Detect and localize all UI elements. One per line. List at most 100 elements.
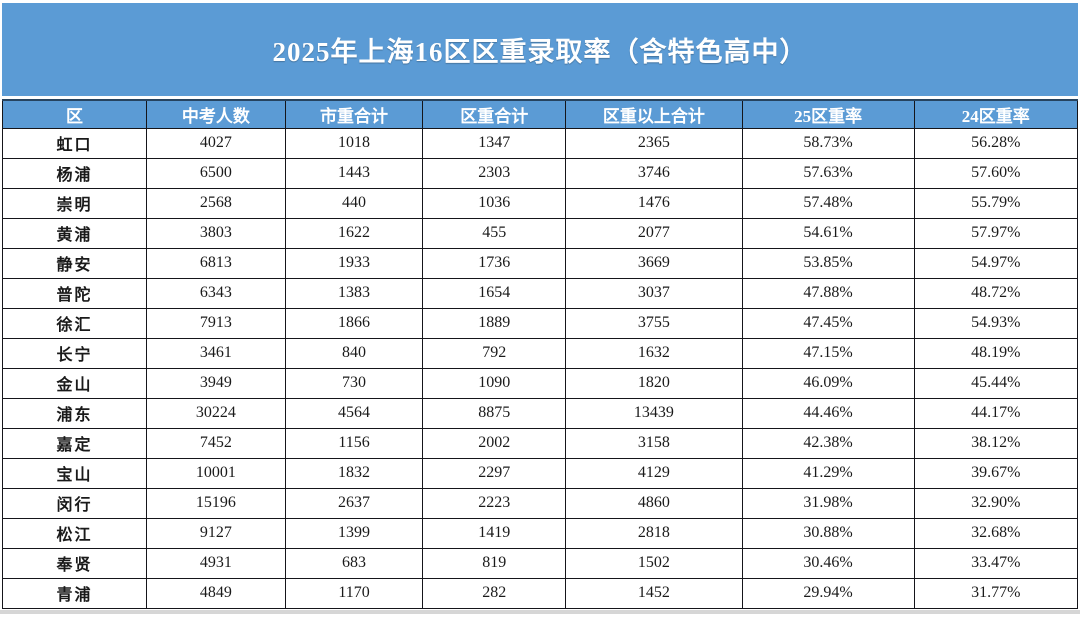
cell-district: 静安 xyxy=(1,247,148,279)
cell-district: 长宁 xyxy=(1,337,148,369)
cell-district: 青浦 xyxy=(1,577,148,609)
table-row: 嘉定 7452 1156 2002 3158 42.38% 38.12% xyxy=(1,427,1079,459)
table-row: 虹口 4027 1018 1347 2365 58.73% 56.28% xyxy=(1,127,1079,159)
cell-district: 闵行 xyxy=(1,487,148,519)
table-row: 徐汇 7913 1866 1889 3755 47.45% 54.93% xyxy=(1,307,1079,339)
cell-exam-count: 3949 xyxy=(146,367,286,399)
cell-rate-2025: 47.15% xyxy=(741,337,915,369)
cell-city-key-total: 730 xyxy=(284,367,424,399)
column-header-district-key-above-total: 区重以上合计 xyxy=(565,99,743,129)
bottom-edge-strip xyxy=(0,609,1080,614)
cell-city-key-total: 1383 xyxy=(284,277,424,309)
cell-district-key-above-total: 3158 xyxy=(565,427,743,459)
cell-exam-count: 30224 xyxy=(146,397,286,429)
cell-city-key-total: 1832 xyxy=(284,457,424,489)
column-header-city-key-total: 市重合计 xyxy=(284,99,424,129)
cell-district: 虹口 xyxy=(1,127,148,159)
cell-rate-2024: 48.19% xyxy=(913,337,1079,369)
cell-district-key-total: 1736 xyxy=(422,247,567,279)
cell-rate-2024: 44.17% xyxy=(913,397,1079,429)
cell-rate-2025: 57.63% xyxy=(741,157,915,189)
cell-district-key-total: 1347 xyxy=(422,127,567,159)
cell-district: 杨浦 xyxy=(1,157,148,189)
cell-city-key-total: 1866 xyxy=(284,307,424,339)
table-row: 静安 6813 1933 1736 3669 53.85% 54.97% xyxy=(1,247,1079,279)
cell-city-key-total: 683 xyxy=(284,547,424,579)
cell-district: 金山 xyxy=(1,367,148,399)
cell-district-key-total: 1036 xyxy=(422,187,567,219)
cell-district-key-above-total: 4860 xyxy=(565,487,743,519)
cell-city-key-total: 1933 xyxy=(284,247,424,279)
cell-rate-2024: 55.79% xyxy=(913,187,1079,219)
cell-exam-count: 4027 xyxy=(146,127,286,159)
table-row: 宝山 10001 1832 2297 4129 41.29% 39.67% xyxy=(1,457,1079,489)
cell-district-key-total: 819 xyxy=(422,547,567,579)
cell-rate-2024: 39.67% xyxy=(913,457,1079,489)
cell-district-key-total: 1654 xyxy=(422,277,567,309)
cell-district-key-above-total: 1476 xyxy=(565,187,743,219)
cell-district-key-above-total: 2818 xyxy=(565,517,743,549)
cell-rate-2024: 38.12% xyxy=(913,427,1079,459)
header-row: 区 中考人数 市重合计 区重合计 区重以上合计 25区重率 24区重率 xyxy=(1,99,1079,129)
cell-rate-2024: 48.72% xyxy=(913,277,1079,309)
cell-district-key-total: 1419 xyxy=(422,517,567,549)
cell-rate-2025: 30.46% xyxy=(741,547,915,579)
cell-district: 奉贤 xyxy=(1,547,148,579)
table-row: 普陀 6343 1383 1654 3037 47.88% 48.72% xyxy=(1,277,1079,309)
cell-rate-2025: 41.29% xyxy=(741,457,915,489)
cell-district-key-above-total: 1820 xyxy=(565,367,743,399)
cell-district: 嘉定 xyxy=(1,427,148,459)
table-row: 杨浦 6500 1443 2303 3746 57.63% 57.60% xyxy=(1,157,1079,189)
cell-district-key-above-total: 3755 xyxy=(565,307,743,339)
cell-district-key-above-total: 13439 xyxy=(565,397,743,429)
cell-rate-2025: 47.88% xyxy=(741,277,915,309)
column-header-rate-2024: 24区重率 xyxy=(913,99,1079,129)
cell-city-key-total: 440 xyxy=(284,187,424,219)
cell-rate-2025: 46.09% xyxy=(741,367,915,399)
page: 2025年上海16区区重录取率（含特色高中） 区 中考人数 市重合计 区重合计 … xyxy=(1,3,1079,609)
table-header: 区 中考人数 市重合计 区重合计 区重以上合计 25区重率 24区重率 xyxy=(1,99,1079,129)
table-row: 长宁 3461 840 792 1632 47.15% 48.19% xyxy=(1,337,1079,369)
cell-district: 松江 xyxy=(1,517,148,549)
column-header-district: 区 xyxy=(1,99,148,129)
table-row: 崇明 2568 440 1036 1476 57.48% 55.79% xyxy=(1,187,1079,219)
cell-rate-2024: 45.44% xyxy=(913,367,1079,399)
cell-rate-2025: 58.73% xyxy=(741,127,915,159)
cell-rate-2024: 56.28% xyxy=(913,127,1079,159)
cell-exam-count: 4849 xyxy=(146,577,286,609)
table-row: 闵行 15196 2637 2223 4860 31.98% 32.90% xyxy=(1,487,1079,519)
cell-district-key-above-total: 1502 xyxy=(565,547,743,579)
cell-rate-2025: 54.61% xyxy=(741,217,915,249)
admission-rate-table: 区 中考人数 市重合计 区重合计 区重以上合计 25区重率 24区重率 虹口 4… xyxy=(1,99,1079,609)
cell-city-key-total: 2637 xyxy=(284,487,424,519)
cell-rate-2024: 32.90% xyxy=(913,487,1079,519)
cell-rate-2025: 31.98% xyxy=(741,487,915,519)
cell-district-key-above-total: 2077 xyxy=(565,217,743,249)
table-body: 虹口 4027 1018 1347 2365 58.73% 56.28% 杨浦 … xyxy=(1,127,1079,609)
cell-district-key-total: 792 xyxy=(422,337,567,369)
cell-district-key-total: 2002 xyxy=(422,427,567,459)
cell-city-key-total: 4564 xyxy=(284,397,424,429)
table-row: 金山 3949 730 1090 1820 46.09% 45.44% xyxy=(1,367,1079,399)
cell-exam-count: 3803 xyxy=(146,217,286,249)
column-header-rate-2025: 25区重率 xyxy=(741,99,915,129)
cell-exam-count: 9127 xyxy=(146,517,286,549)
cell-district: 黄浦 xyxy=(1,217,148,249)
cell-city-key-total: 1170 xyxy=(284,577,424,609)
cell-district-key-total: 2303 xyxy=(422,157,567,189)
cell-exam-count: 6343 xyxy=(146,277,286,309)
column-header-district-key-total: 区重合计 xyxy=(422,99,567,129)
cell-city-key-total: 1018 xyxy=(284,127,424,159)
cell-exam-count: 10001 xyxy=(146,457,286,489)
cell-rate-2025: 57.48% xyxy=(741,187,915,219)
table-row: 黄浦 3803 1622 455 2077 54.61% 57.97% xyxy=(1,217,1079,249)
cell-exam-count: 7452 xyxy=(146,427,286,459)
cell-exam-count: 6813 xyxy=(146,247,286,279)
cell-district: 徐汇 xyxy=(1,307,148,339)
cell-rate-2025: 29.94% xyxy=(741,577,915,609)
cell-district-key-total: 455 xyxy=(422,217,567,249)
cell-district-key-above-total: 3669 xyxy=(565,247,743,279)
cell-rate-2024: 31.77% xyxy=(913,577,1079,609)
cell-rate-2025: 53.85% xyxy=(741,247,915,279)
cell-district-key-total: 2223 xyxy=(422,487,567,519)
